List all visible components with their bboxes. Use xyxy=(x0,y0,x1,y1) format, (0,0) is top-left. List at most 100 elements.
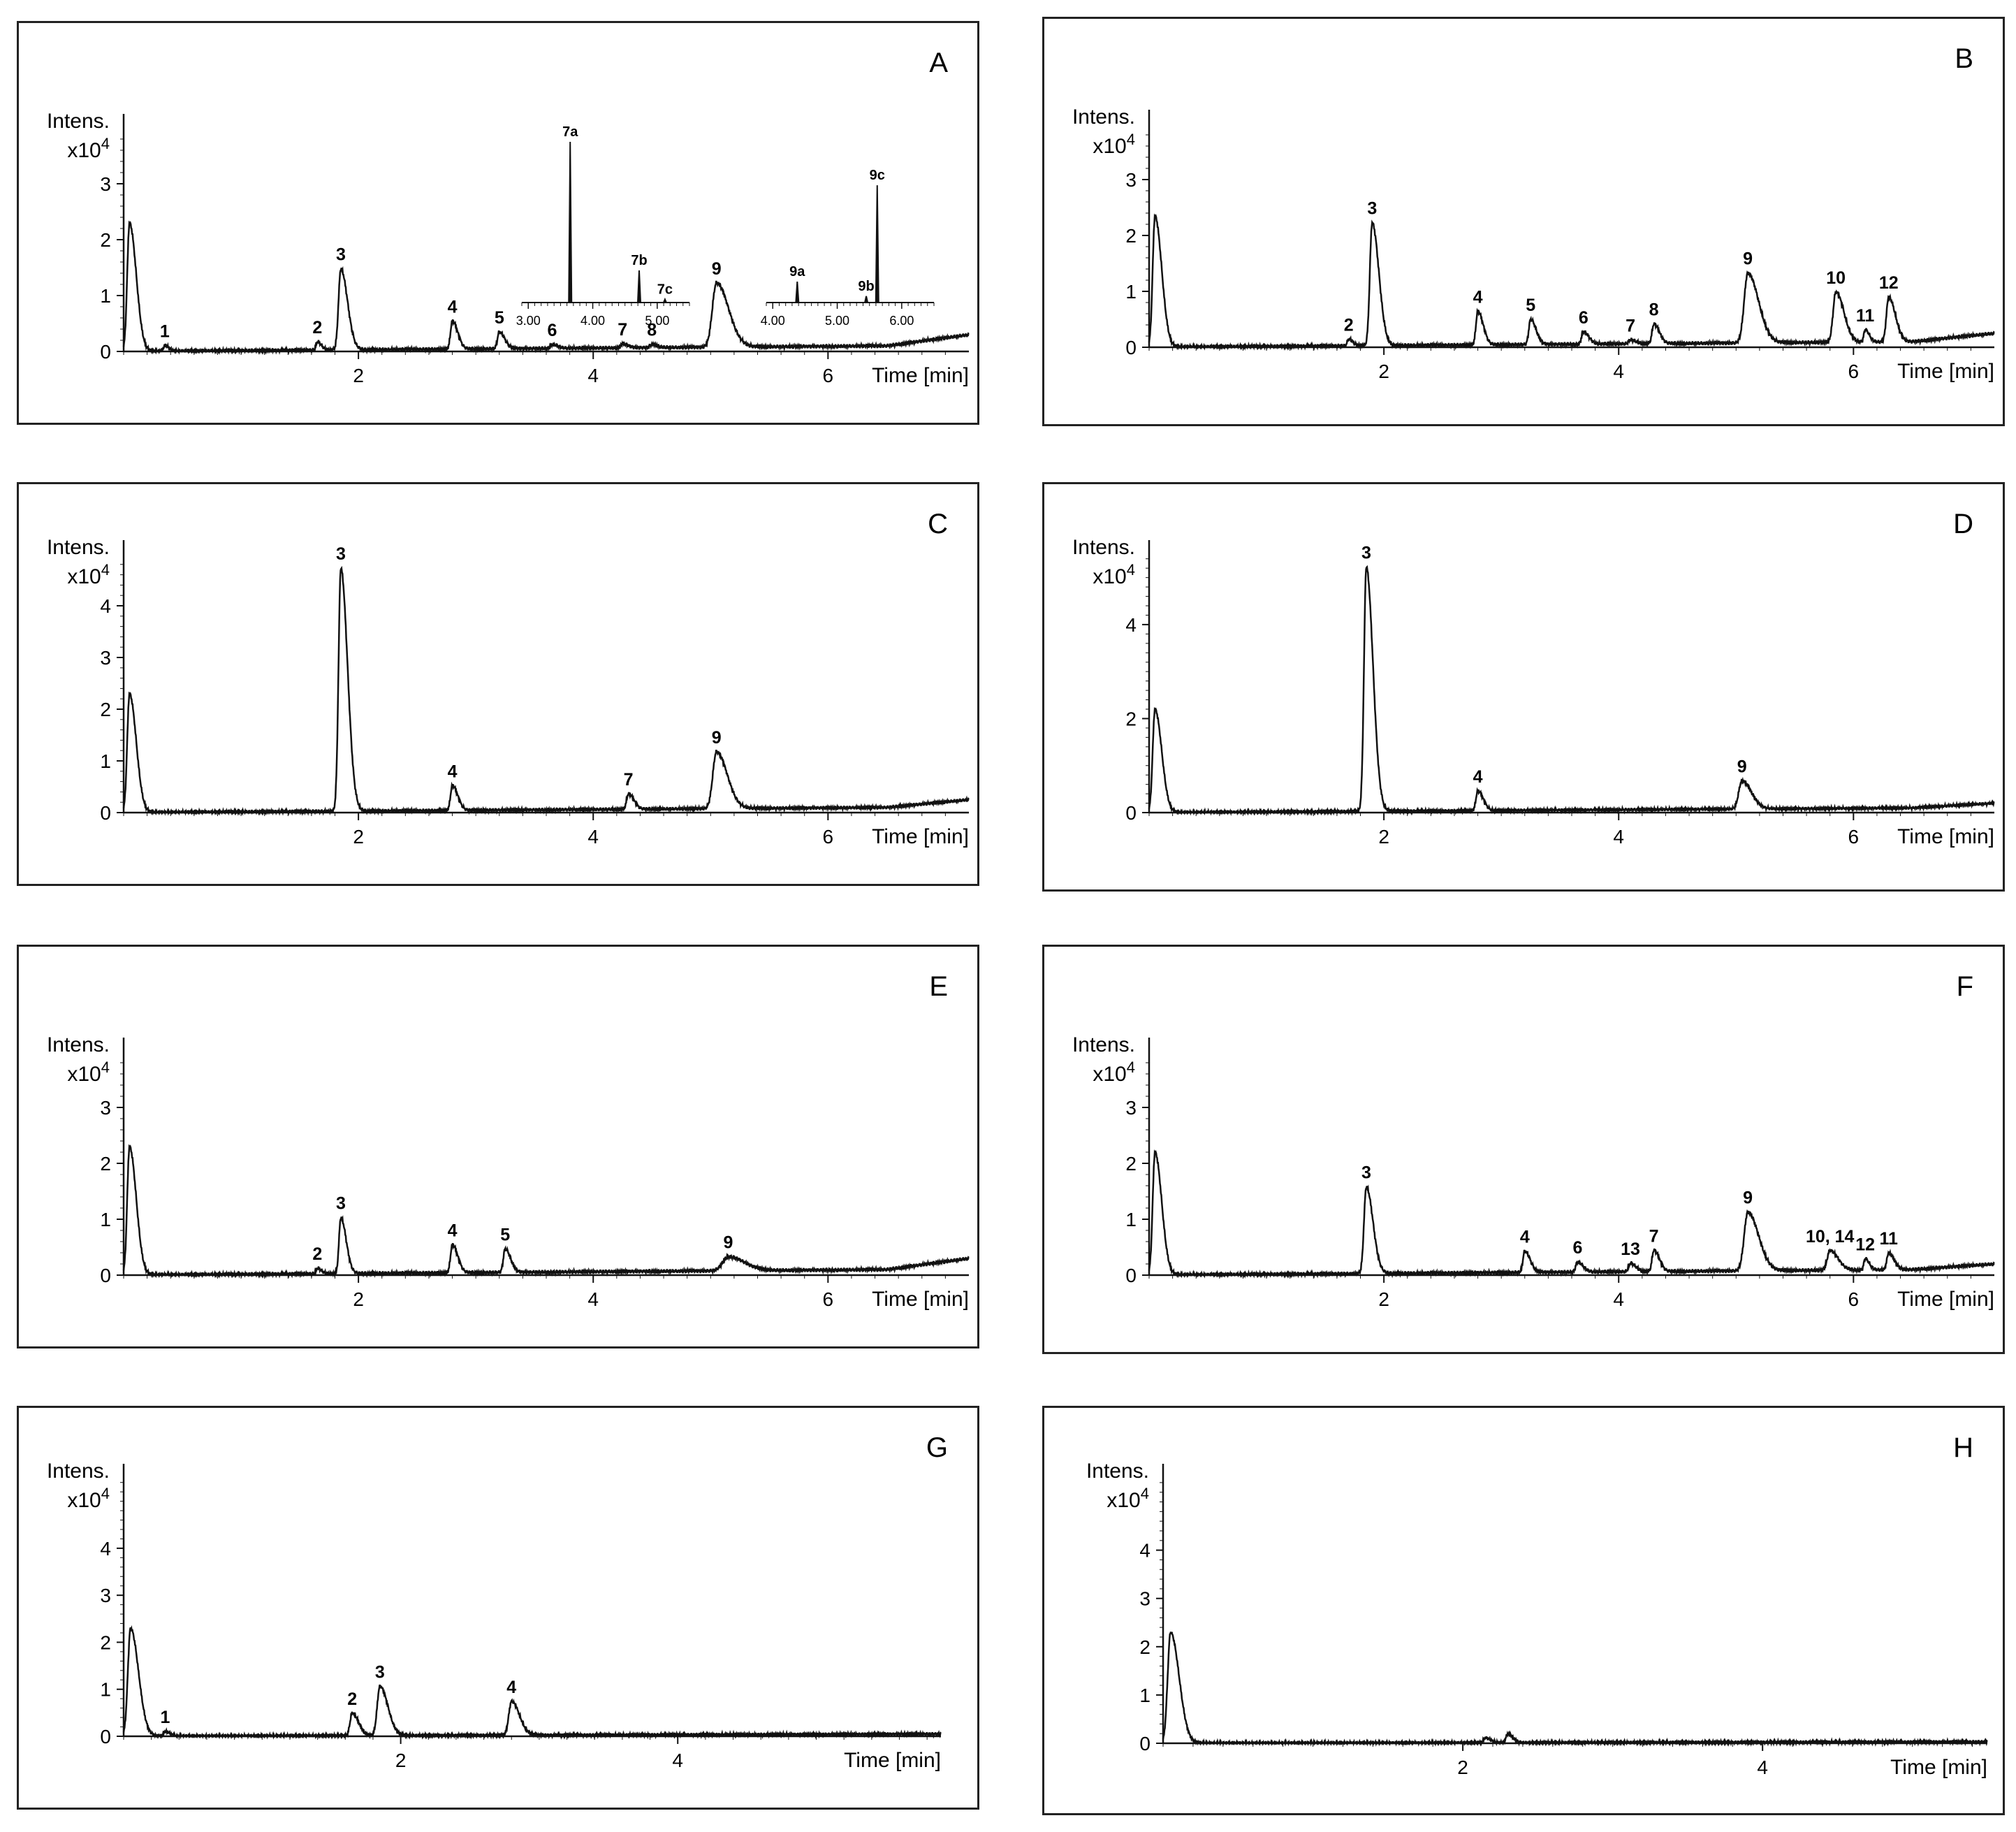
peak-label: 7 xyxy=(618,320,627,340)
y-tick-label: 0 xyxy=(100,802,111,824)
x-axis-label: Time [min] xyxy=(1897,1288,1994,1311)
y-tick-label: 3 xyxy=(100,647,111,669)
peak-label: 3 xyxy=(336,1194,346,1214)
y-tick-label: 3 xyxy=(1139,1588,1151,1610)
panel-A: A 0 1 2 3 Intens. x104 2 4 6 Time [min] 1 2 3 4 5 6 7 8 9 3.… xyxy=(17,21,979,425)
y-tick-label: 2 xyxy=(1125,1153,1137,1175)
inset-tick-label: 3.00 xyxy=(516,314,541,328)
x-tick-label: 4 xyxy=(587,1288,599,1310)
chromatogram-C: C 0 1 2 3 4 Intens.x104 2 4 6 Time [min] 3 4 7 9 xyxy=(47,509,970,848)
y-axis-scale: x104 xyxy=(67,135,110,162)
y-tick-label: 1 xyxy=(1125,1209,1137,1230)
peak-label: 11 xyxy=(1856,306,1875,326)
inset-peak xyxy=(864,296,869,303)
y-axis-scale: x104 xyxy=(1093,561,1135,588)
y-axis-scale: x104 xyxy=(67,561,110,588)
y-tick-label: 0 xyxy=(1125,802,1137,824)
peak-label: 4 xyxy=(1473,767,1483,787)
panel-D: D 0 2 4 Intens. x104 2 4 6 Time [min] 3 4 9 xyxy=(1042,482,2005,892)
y-tick-label: 0 xyxy=(100,1726,111,1747)
y-tick-label: 4 xyxy=(100,595,111,617)
chromatogram-E: E 0 1 2 3 Intens. x104 2 4 6 Time [min] 2 3 4 5 9 xyxy=(47,971,970,1311)
peak-label: 6 xyxy=(1579,308,1588,328)
panel-H: H 0 1 2 3 4 Intens. x104 2 4 Time [min] xyxy=(1042,1406,2005,1815)
panel-G: G 0 1 2 3 4 Intens. x104 2 4 Time [min] 1 2 3 4 xyxy=(17,1406,979,1810)
peak-label: 3 xyxy=(336,245,346,265)
y-tick-label: 1 xyxy=(100,1679,111,1701)
x-tick-label: 2 xyxy=(1378,826,1389,848)
peak-label: 2 xyxy=(312,318,322,337)
peak-label: 6 xyxy=(547,321,557,340)
panel-letter: C xyxy=(928,509,948,539)
y-axis-label: Intens. xyxy=(1072,1033,1135,1056)
y-axis-label: Intens. xyxy=(47,110,110,133)
y-axis-label: Intens. xyxy=(1072,536,1135,559)
y-tick-label: 2 xyxy=(1139,1636,1151,1658)
peak-label: 2 xyxy=(347,1689,357,1709)
inset-tick-label: 6.00 xyxy=(889,314,914,328)
y-tick-label: 1 xyxy=(1139,1685,1151,1706)
trace-line xyxy=(1148,1149,1995,1279)
chromatogram-A: A 0 1 2 3 Intens.x104 2 4 6 Time [min] 1 2 3 4 5 6 7 8 9 3.… xyxy=(47,48,970,387)
y-tick-label: 0 xyxy=(1125,337,1137,358)
trace-line xyxy=(1162,1631,1988,1747)
inset-peak xyxy=(568,141,573,303)
peak-label: 5 xyxy=(1526,296,1535,315)
peak-label: 9 xyxy=(724,1233,733,1253)
inset-tick-label: 5.00 xyxy=(825,314,849,328)
panel-letter: G xyxy=(926,1432,948,1463)
panel-letter: B xyxy=(1955,43,1973,74)
inset-peak xyxy=(875,185,879,303)
inset-peak-label: 7a xyxy=(562,124,578,140)
y-tick-label: 1 xyxy=(1125,281,1137,303)
y-tick-label: 2 xyxy=(100,699,111,720)
x-axis-label: Time [min] xyxy=(872,825,969,848)
trace-line xyxy=(122,1144,970,1279)
peak-label: 12 xyxy=(1879,273,1899,293)
peak-label: 6 xyxy=(1572,1238,1582,1258)
peak-label: 1 xyxy=(161,1708,170,1727)
peak-label: 10 xyxy=(1826,268,1846,288)
panel-letter: E xyxy=(929,971,948,1002)
y-tick-label: 3 xyxy=(1125,169,1137,191)
inset-tick-label: 5.00 xyxy=(645,314,669,328)
inset-peak-label: 7c xyxy=(657,282,673,297)
panel-C: C 0 1 2 3 4 Intens. x104 2 4 6 Time [min] 3 4 7 9 xyxy=(17,482,979,886)
y-tick-label: 0 xyxy=(100,341,111,363)
peak-label: 10, 14 xyxy=(1806,1227,1855,1246)
x-axis-label: Time [min] xyxy=(1890,1756,1987,1779)
peak-label: 4 xyxy=(448,762,458,781)
trace-line xyxy=(122,565,970,816)
x-axis-label: Time [min] xyxy=(1897,360,1994,383)
peak-label: 5 xyxy=(500,1225,510,1244)
peak-label: 3 xyxy=(336,544,346,564)
panel-B: B 0 1 2 3 Intens. x104 2 4 6 Time [min] 2 3 4 5 6 7 8 9 10 1… xyxy=(1042,17,2005,426)
peak-label: 9 xyxy=(1743,249,1753,269)
x-tick-label: 2 xyxy=(395,1750,407,1771)
x-tick-label: 4 xyxy=(1613,361,1624,382)
peak-label: 4 xyxy=(448,298,458,317)
panel-E: E 0 1 2 3 Intens. x104 2 4 6 Time [min] 2 3 4 5 9 xyxy=(17,945,979,1348)
x-tick-label: 2 xyxy=(353,365,364,386)
y-tick-label: 3 xyxy=(1125,1097,1137,1119)
x-axis-label: Time [min] xyxy=(844,1749,941,1772)
peak-label: 8 xyxy=(647,321,657,340)
peak-label: 4 xyxy=(448,1221,458,1241)
x-tick-label: 2 xyxy=(1457,1757,1468,1778)
peak-label: 2 xyxy=(1344,315,1354,335)
y-axis-scale: x104 xyxy=(1093,1059,1135,1086)
inset-tick-label: 4.00 xyxy=(580,314,605,328)
x-axis-label: Time [min] xyxy=(1897,825,1994,848)
x-tick-label: 4 xyxy=(1613,1288,1624,1310)
y-tick-label: 0 xyxy=(1125,1265,1137,1286)
x-tick-label: 2 xyxy=(1378,361,1389,382)
peak-label: 13 xyxy=(1621,1239,1640,1259)
x-tick-label: 6 xyxy=(1848,1288,1860,1310)
peak-label: 9 xyxy=(712,728,722,748)
y-tick-label: 1 xyxy=(100,1209,111,1230)
x-tick-label: 6 xyxy=(823,826,834,848)
peak-label: 7 xyxy=(1626,316,1635,335)
x-tick-label: 4 xyxy=(1757,1757,1768,1778)
x-axis-label: Time [min] xyxy=(872,364,969,387)
